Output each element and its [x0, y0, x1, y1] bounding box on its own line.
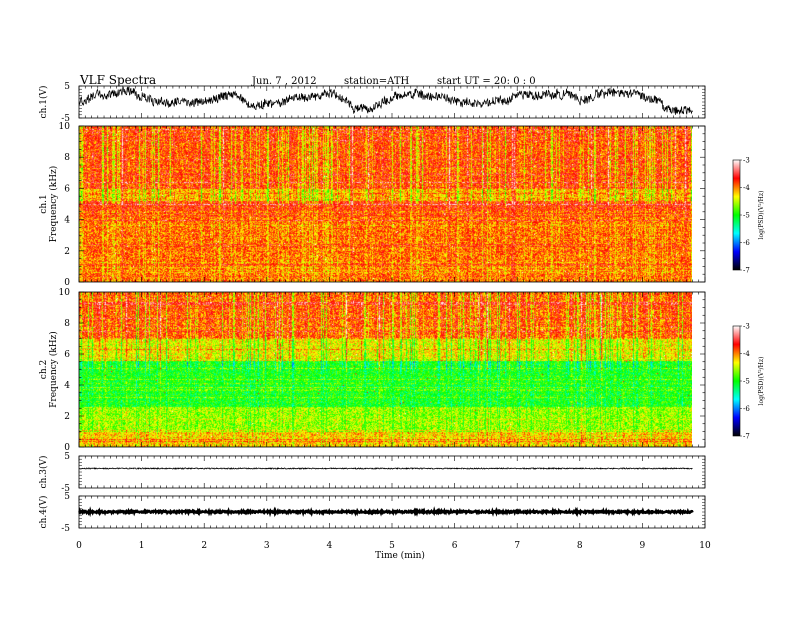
y-tick-label-ch2: 10 — [59, 288, 71, 298]
x-tick-label: 10 — [699, 541, 711, 551]
y-tick-label-ch3: -5 — [61, 484, 70, 494]
waveform-ch3 — [78, 467, 693, 470]
y-axis-label-ch3: ch.3(V) — [38, 456, 49, 489]
x-tick-label: 6 — [452, 541, 458, 551]
y-axis-label-ch1-line2: Frequency (kHz) — [48, 166, 59, 243]
date-label: Jun. 7 , 2012 — [251, 76, 317, 87]
y-tick-label-ch4: -5 — [61, 524, 70, 534]
start-time-label: start UT = 20: 0 : 0 — [437, 76, 536, 87]
colorbar-tick-label-ch1: -5 — [743, 212, 750, 220]
figure-title: VLF Spectra — [79, 73, 156, 87]
x-tick-label: 3 — [264, 541, 270, 551]
colorbar-tick-label-ch1: -7 — [743, 267, 750, 275]
y-tick-label-ch1: 4 — [64, 216, 70, 226]
x-axis-label: Time (min) — [375, 550, 425, 561]
y-axis-label-ch1: ch.1 — [39, 194, 49, 213]
x-tick-label: 9 — [640, 541, 646, 551]
y-tick-label-ch1: 0 — [64, 278, 70, 288]
y-tick-label-ch2: 6 — [64, 350, 70, 360]
x-tick-label: 0 — [76, 541, 82, 551]
y-tick-label-ch1: -5 — [61, 114, 70, 124]
colorbar-tick-label-ch2: -7 — [743, 433, 750, 441]
colorbar-ch2 — [732, 325, 741, 437]
colorbar-tick-label-ch1: -4 — [743, 184, 750, 192]
y-tick-label-ch2: 8 — [64, 319, 70, 329]
x-tick-label: 1 — [139, 541, 145, 551]
y-axis-label-ch1: ch.1(V) — [38, 86, 49, 119]
station-label: station=ATH — [344, 76, 410, 87]
y-tick-label-ch1: 6 — [64, 184, 70, 194]
waveform-ch4 — [78, 506, 694, 518]
x-tick-label: 5 — [389, 541, 395, 551]
y-tick-label-ch2: 0 — [64, 443, 70, 453]
x-tick-label: 8 — [577, 541, 583, 551]
x-tick-label: 7 — [514, 541, 520, 551]
y-tick-label-ch2: 2 — [64, 412, 70, 422]
y-axis-label-ch4: ch.4(V) — [38, 496, 49, 529]
y-tick-label-ch4: 5 — [64, 492, 70, 502]
y-tick-label-ch3: 5 — [64, 452, 70, 462]
y-tick-label-ch1: 2 — [64, 247, 70, 257]
colorbar-tick-label-ch2: -6 — [743, 405, 750, 413]
colorbar-tick-label-ch2: -4 — [743, 350, 750, 358]
colorbar-label-ch2: log(PSD)(V²/Hz) — [758, 357, 765, 406]
colorbar-tick-label-ch1: -3 — [743, 157, 750, 165]
waveforms — [78, 85, 694, 518]
y-tick-label-ch2: 4 — [64, 381, 70, 391]
colorbars: -3 -4 -5 -6 -7 log(PSD)(V²/Hz) -3 -4 -5 -6 -7 log(P… — [732, 157, 765, 441]
colorbar-ch1 — [732, 159, 741, 271]
x-tick-label: 2 — [201, 541, 207, 551]
y-axis-label-ch2: ch.2 — [39, 360, 49, 379]
colorbar-label-ch1: log(PSD)(V²/Hz) — [758, 191, 765, 240]
axes: 5-5ch.1(V)5-5ch.3(V)5-5ch.4(V)0246810ch.… — [38, 82, 711, 551]
y-tick-label-ch1: 10 — [59, 122, 71, 132]
y-axis-label-ch2-line2: Frequency (kHz) — [48, 331, 59, 408]
colorbar-tick-label-ch2: -3 — [743, 323, 750, 331]
y-tick-label-ch1: 5 — [64, 82, 70, 92]
spectrograms — [79, 126, 692, 447]
spectrogram-ch1 — [79, 126, 692, 282]
y-tick-label-ch1: 8 — [64, 153, 70, 163]
colorbar-tick-label-ch1: -6 — [743, 239, 750, 247]
waveform-ch1 — [78, 85, 693, 115]
spectrogram-ch2 — [79, 292, 692, 447]
colorbar-tick-label-ch2: -5 — [743, 378, 750, 386]
x-tick-label: 4 — [327, 541, 333, 551]
